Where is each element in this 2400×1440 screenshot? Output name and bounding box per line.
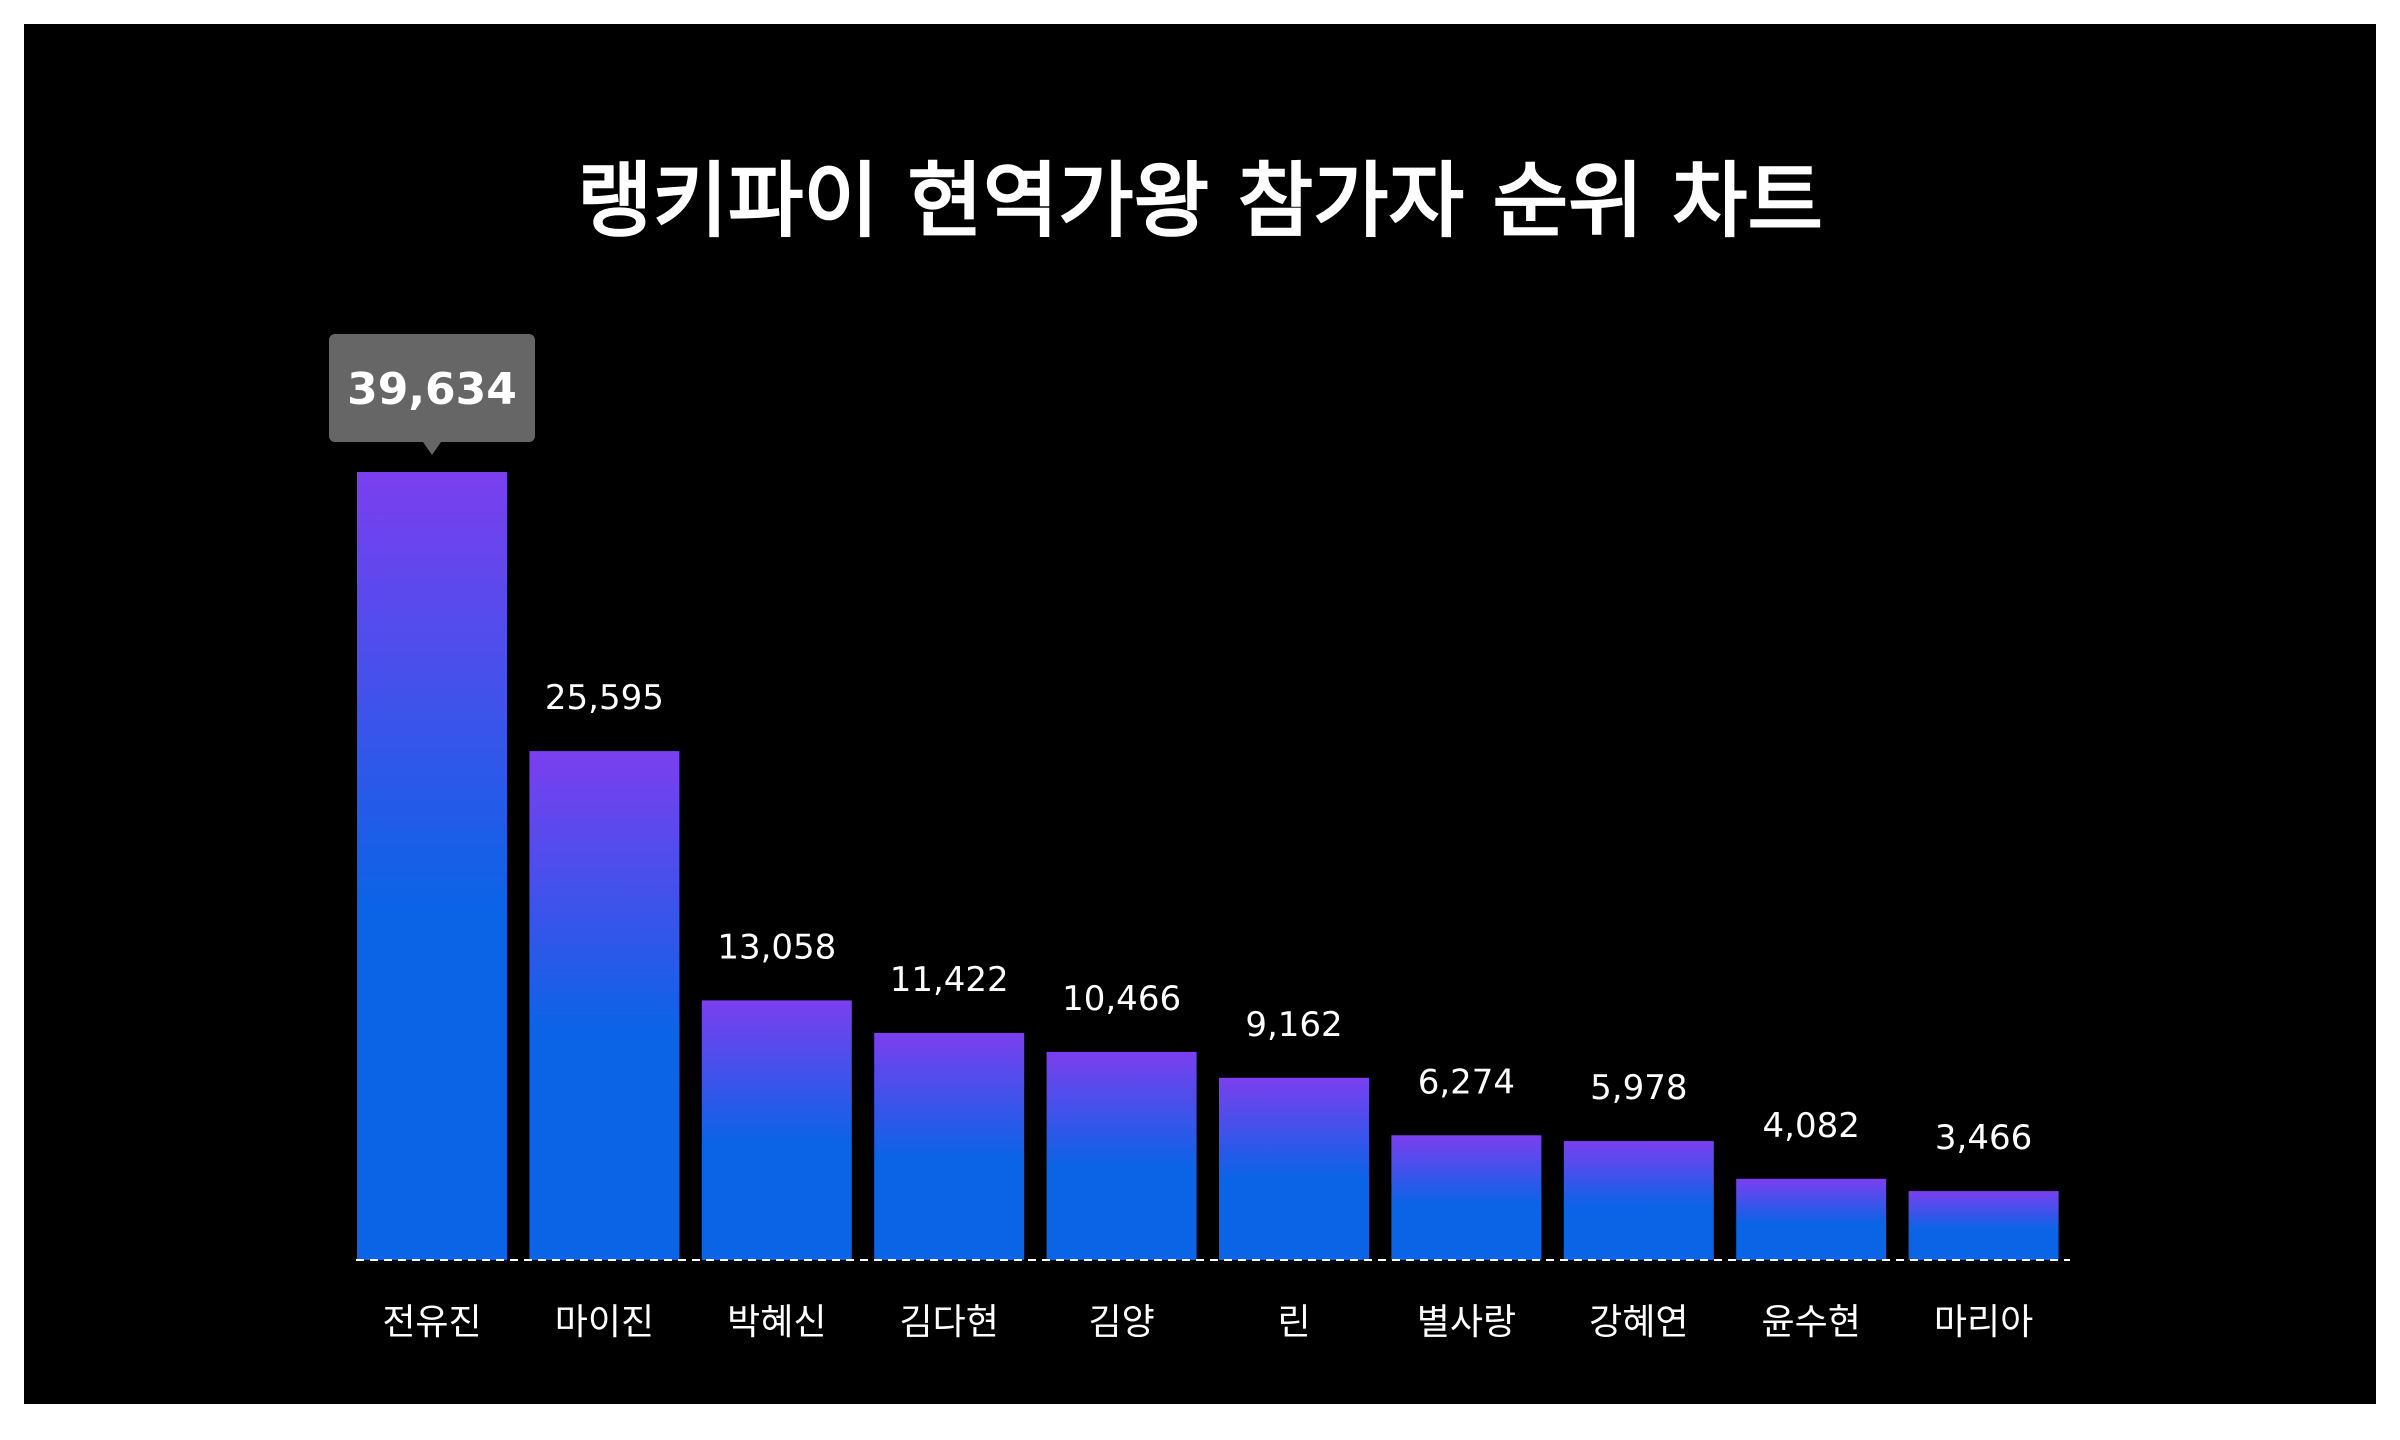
category-label-5: 김양 xyxy=(1088,1302,1154,1343)
bar-3 xyxy=(701,1000,852,1260)
bar-8 xyxy=(1563,1141,1714,1260)
category-label-1: 전유진 xyxy=(382,1302,481,1343)
bar-1 xyxy=(357,472,507,1260)
category-label-10: 마리아 xyxy=(1934,1302,2033,1343)
callout-box xyxy=(329,334,535,442)
chart-canvas: 랭키파이 현역가왕 참가자 순위 차트 39,634 25,595 13,058 11… xyxy=(24,24,2376,1404)
bar-7 xyxy=(1391,1135,1542,1260)
category-label-7: 별사랑 xyxy=(1417,1302,1516,1343)
value-labels-layer: 39,634 25,595 13,058 11,422 10,466 9,162 6,274… xyxy=(329,334,2032,1158)
category-label-4: 김다현 xyxy=(900,1302,999,1343)
value-label-5: 10,466 xyxy=(1062,979,1181,1019)
value-callout: 39,634 xyxy=(329,334,535,455)
bar-10 xyxy=(1908,1191,2059,1260)
category-label-6: 린 xyxy=(1277,1302,1310,1343)
bar-2 xyxy=(529,751,680,1260)
category-label-9: 윤수현 xyxy=(1762,1302,1861,1343)
value-label-3: 13,058 xyxy=(717,927,836,967)
value-label-1: 39,634 xyxy=(347,364,517,415)
value-label-8: 5,978 xyxy=(1590,1068,1687,1108)
callout-pointer xyxy=(423,442,441,455)
bar-5 xyxy=(1046,1051,1197,1260)
category-label-8: 강혜연 xyxy=(1589,1302,1688,1343)
value-label-2: 25,595 xyxy=(545,678,664,718)
category-labels-layer: 전유진 마이진 박혜신 김다현 김양 린 별사랑 강혜연 윤수현 마리아 xyxy=(382,1302,2033,1343)
value-label-7: 6,274 xyxy=(1418,1062,1515,1102)
value-label-9: 4,082 xyxy=(1763,1106,1860,1146)
bar-chart: 랭키파이 현역가왕 참가자 순위 차트 39,634 25,595 13,058 11… xyxy=(329,154,2070,1343)
chart-title: 랭키파이 현역가왕 참가자 순위 차트 xyxy=(577,154,1823,249)
value-label-6: 9,162 xyxy=(1245,1005,1342,1045)
category-label-2: 마이진 xyxy=(555,1302,654,1343)
bar-4 xyxy=(874,1032,1025,1260)
value-label-4: 11,422 xyxy=(890,960,1009,1000)
bars-layer xyxy=(357,472,2059,1260)
bar-6 xyxy=(1219,1077,1369,1260)
category-label-3: 박혜신 xyxy=(727,1302,826,1343)
bar-9 xyxy=(1736,1178,1887,1260)
value-label-10: 3,466 xyxy=(1935,1118,2032,1158)
